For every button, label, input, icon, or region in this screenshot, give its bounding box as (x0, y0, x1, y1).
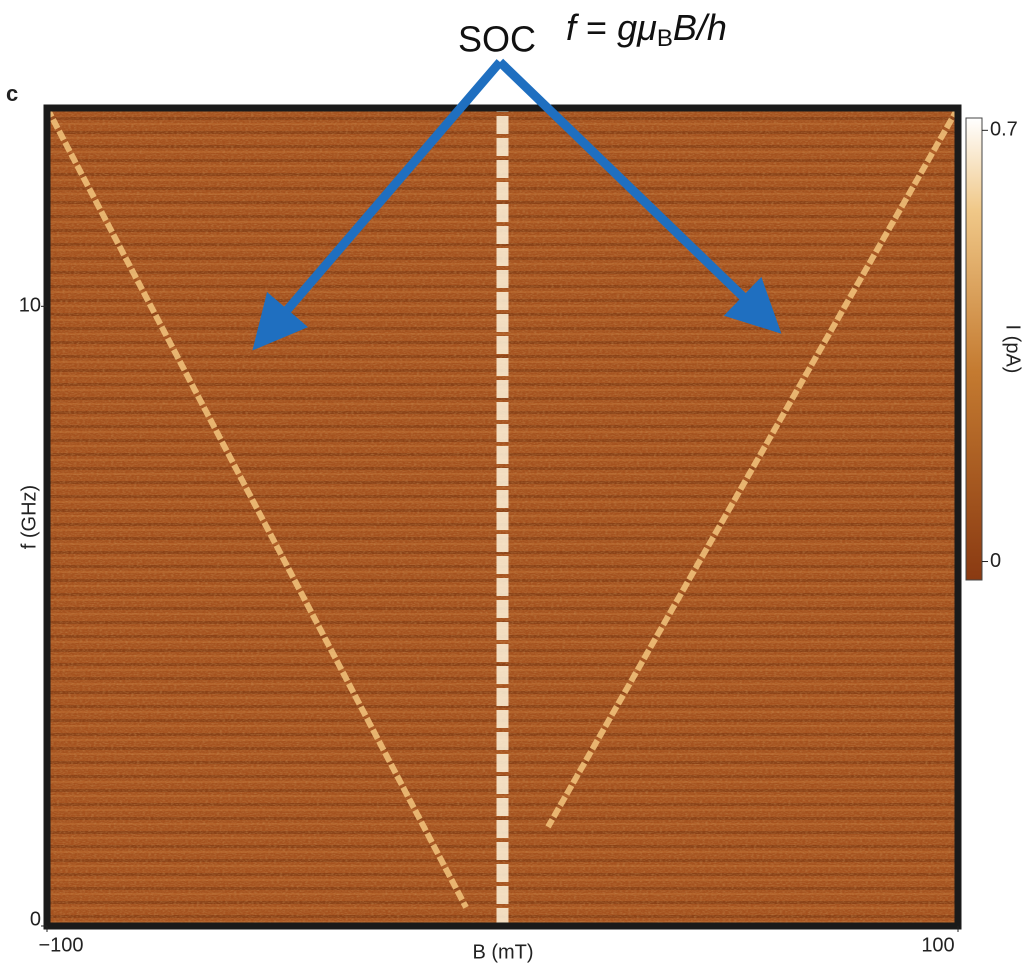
resonance-line (44, 106, 469, 909)
formula-tail: B/h (673, 7, 727, 48)
plot-frame (43, 104, 962, 930)
panel-label: c (6, 81, 18, 106)
formula-lhs: f (566, 7, 580, 48)
colorbar-tick-label: 0.7 (990, 119, 1018, 141)
resonance-line (545, 106, 961, 829)
x-axis-label: B (mT) (472, 941, 533, 963)
y-tick-label: 10 (19, 295, 41, 317)
arrow (252, 59, 504, 351)
arrow (496, 58, 782, 334)
colorbar (965, 117, 983, 581)
x-tick-label: −100 (38, 934, 83, 956)
formula-op: = (586, 7, 607, 48)
colorbar-tick-label: 0 (990, 550, 1001, 572)
formula: f = gμBB/h (566, 7, 727, 53)
y-tick-label: 0 (30, 908, 41, 930)
formula-sub: B (657, 25, 673, 52)
y-axis-label: f (GHz) (18, 485, 40, 549)
colorbar-label: I (pA) (1002, 325, 1024, 374)
x-tick-label: 100 (921, 934, 954, 956)
annotation: SOC (458, 19, 536, 60)
formula-rhs: gμ (617, 7, 657, 48)
